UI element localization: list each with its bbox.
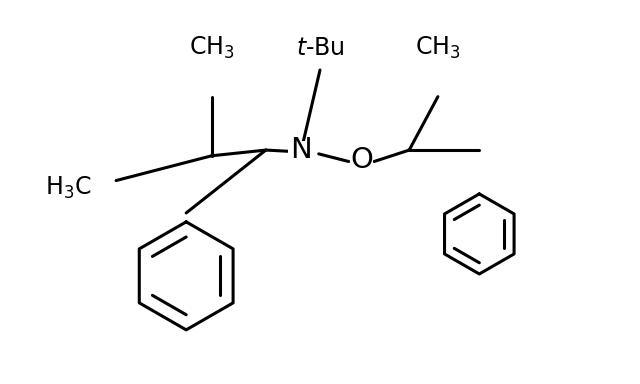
Text: CH$_3$: CH$_3$: [415, 35, 461, 61]
Text: $\it{t}$-Bu: $\it{t}$-Bu: [296, 36, 344, 60]
Text: CH$_3$: CH$_3$: [189, 35, 234, 61]
Text: N: N: [290, 136, 312, 164]
Bar: [350, 151, 373, 172]
Text: H$_3$C: H$_3$C: [45, 175, 92, 201]
Text: O: O: [350, 146, 373, 174]
Bar: [287, 141, 314, 163]
